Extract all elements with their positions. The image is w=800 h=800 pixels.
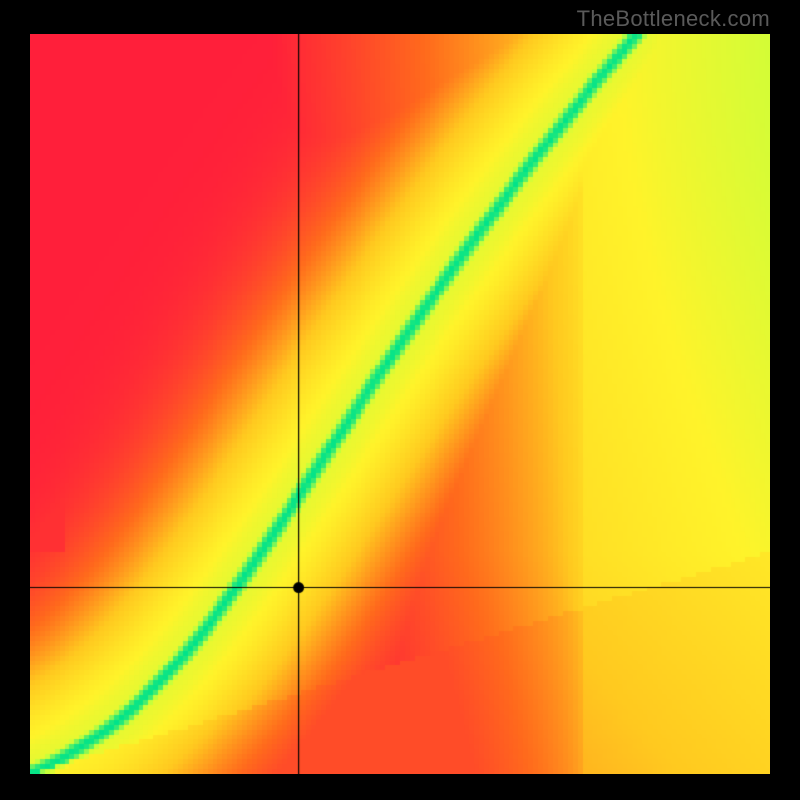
crosshair-canvas bbox=[30, 34, 770, 774]
watermark-text: TheBottleneck.com bbox=[577, 6, 770, 32]
plot-container: { "watermark": { "text": "TheBottleneck.… bbox=[0, 0, 800, 800]
